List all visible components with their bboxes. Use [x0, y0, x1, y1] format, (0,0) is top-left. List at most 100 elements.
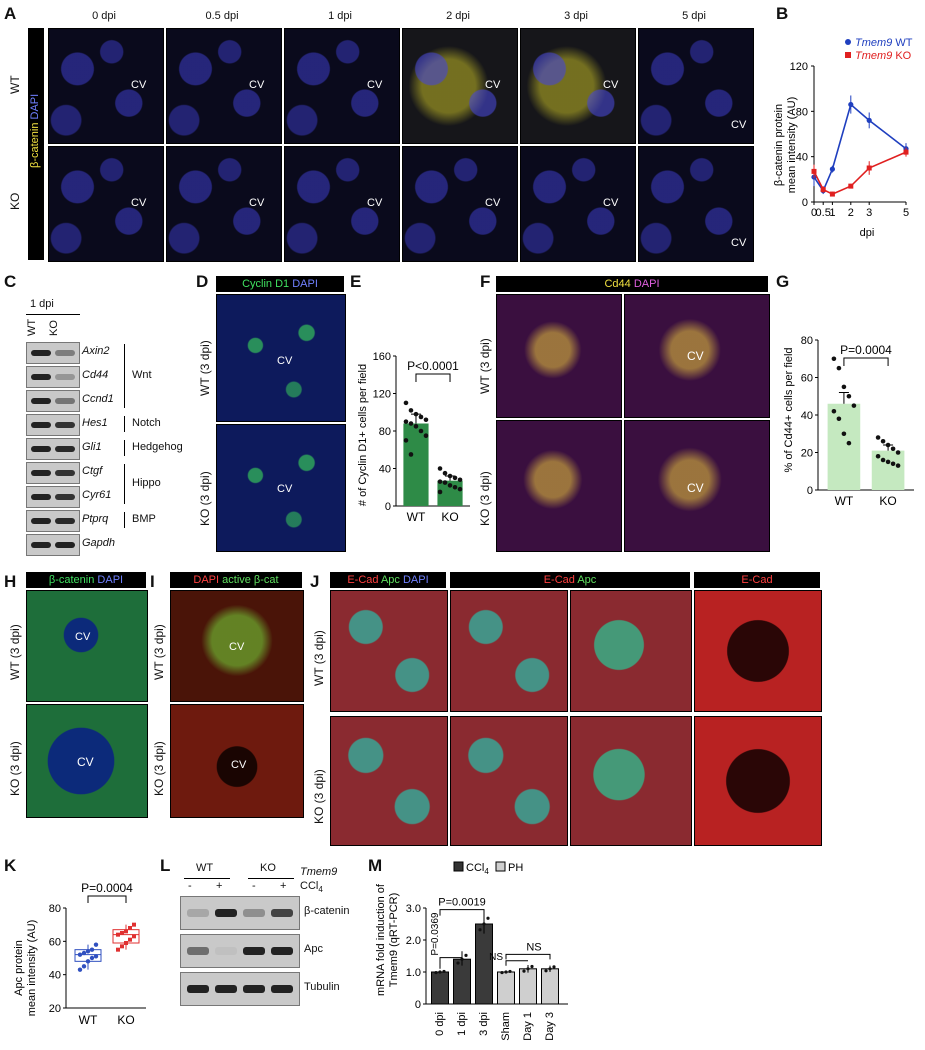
- e-plot-datapoint: [403, 400, 409, 406]
- e-pvalue: P<0.0001: [407, 359, 459, 373]
- panel-label-c: C: [4, 272, 17, 291]
- c-band-wt: [31, 350, 51, 356]
- panel-a-stain-bar: β-catenin DAPI: [28, 28, 44, 260]
- j-header-3: E-Cad: [694, 572, 820, 588]
- m-datapoint: [522, 969, 526, 973]
- j-header-2: E-Cad Apc: [450, 572, 690, 588]
- l-band: [243, 947, 265, 955]
- e-plot-datapoint: [452, 475, 458, 481]
- a-micrograph-wt-3: CV: [402, 28, 518, 144]
- b-xlabel: dpi: [860, 227, 875, 239]
- c-band-ko: [55, 350, 75, 356]
- a-micrograph-wt-5: CV: [638, 28, 754, 144]
- a-micrograph-ko-4: CV: [520, 146, 636, 262]
- l-band: [215, 947, 237, 955]
- h-row-ko: KO (3 dpi): [8, 741, 22, 796]
- f-zoom-ko: CV: [624, 420, 770, 552]
- e-plot-datapoint: [408, 408, 414, 413]
- j-merge-ko: [450, 716, 568, 846]
- l-blot-0: [180, 896, 300, 930]
- c-header: 1 dpi: [30, 298, 54, 310]
- e-plot-datapoint: [403, 419, 409, 424]
- h-row-wt: WT (3 dpi): [8, 624, 22, 680]
- j-ecad-wt: [694, 590, 822, 712]
- j-row-ko: KO (3 dpi): [312, 769, 326, 824]
- c-blot-hes1: [26, 414, 80, 436]
- l-treatment: CCl4: [300, 880, 323, 895]
- tp-5: 5 dpi: [682, 10, 706, 22]
- m-xtick-label: 1 dpi: [456, 1012, 468, 1036]
- c-band-ko: [55, 446, 75, 452]
- k-sig-bracket: [87, 895, 127, 903]
- panel-label-h: H: [4, 572, 17, 591]
- cv-label: CV: [485, 197, 501, 209]
- l-protein-label-1: Apc: [304, 943, 323, 955]
- g-plot-datapoint: [851, 403, 857, 408]
- e-plot-ytick-label: 120: [373, 389, 391, 401]
- m-bar-5: [541, 968, 559, 1005]
- k-datapoint: [93, 942, 99, 947]
- f-overview-ko: [496, 420, 622, 552]
- panel-label-l: L: [160, 856, 171, 875]
- m-bar-3: [497, 971, 515, 1005]
- l-band: [271, 947, 293, 955]
- c-blot-ctgf: [26, 462, 80, 484]
- e-plot-datapoint: [418, 428, 424, 434]
- l-blot-2: [180, 972, 300, 1006]
- cv-label: CV: [603, 197, 619, 209]
- e-plot-datapoint: [408, 421, 414, 426]
- c-gene-cyr61: Cyr61: [82, 489, 112, 501]
- m-ns-bracket-1: [505, 960, 528, 966]
- k-datapoint: [85, 959, 91, 964]
- svg-text:PH: PH: [508, 862, 523, 874]
- c-band-ko: [55, 542, 75, 548]
- b-xtick-label: 5: [903, 207, 909, 219]
- c-band-ko: [55, 422, 75, 428]
- e-ylabel: # of Cyclin D1+ cells per field: [357, 364, 369, 506]
- k-datapoint: [116, 932, 120, 937]
- j-row-wt: WT (3 dpi): [312, 630, 326, 686]
- panel-label-e: E: [350, 272, 362, 291]
- panel-label-j: J: [310, 572, 320, 591]
- c-pathway-wnt: Wnt: [132, 369, 152, 381]
- k-datapoint: [124, 929, 128, 934]
- b-point-ko: [848, 183, 854, 189]
- i-row-wt: WT (3 dpi): [152, 624, 166, 680]
- k-datapoint: [93, 954, 99, 959]
- k-datapoint: [132, 922, 136, 927]
- tp-0: 0 dpi: [92, 10, 116, 22]
- g-plot-ytick-label: 20: [801, 448, 813, 460]
- d-row-wt: WT (3 dpi): [198, 340, 212, 396]
- m-datapoint: [500, 970, 504, 975]
- b-point-ko: [820, 187, 826, 193]
- b-point-ko: [866, 165, 872, 171]
- c-blot-gli1: [26, 438, 80, 460]
- m-xtick-label: Sham: [500, 1012, 512, 1041]
- g-ylabel: % of Cd44+ cells per field: [783, 347, 795, 472]
- b-legend: Tmem9 WT Tmem9 KO: [845, 37, 913, 62]
- stain-dapi: DAPI: [29, 93, 41, 120]
- panel-label-a: A: [4, 4, 17, 23]
- g-plot-datapoint: [841, 431, 847, 437]
- l-gene: Tmem9: [300, 866, 338, 878]
- b-point-ko: [903, 149, 909, 155]
- g-plot-datapoint: [885, 459, 891, 465]
- k-datapoint: [120, 931, 124, 935]
- h-micrograph-wt: CV: [26, 590, 148, 702]
- cv-label: CV: [731, 237, 747, 249]
- panel-g-chart: % of Cd44+ cells per field 0 20 40 60 80 WT KO…: [783, 335, 914, 508]
- m-datapoint: [486, 916, 490, 920]
- b-xtick-label: 3: [866, 207, 872, 219]
- panel-label-g: G: [776, 272, 790, 291]
- m-datapoint: [456, 961, 460, 965]
- k-datapoint: [89, 947, 95, 952]
- g-plot-datapoint: [841, 384, 847, 390]
- e-plot-datapoint: [413, 411, 419, 417]
- tp-1: 1 dpi: [328, 10, 352, 22]
- i-row-ko: KO (3 dpi): [152, 741, 166, 796]
- l-sign-2: +: [216, 880, 223, 892]
- k-pvalue: P=0.0004: [81, 881, 133, 895]
- b-ytick-label: 80: [796, 106, 808, 118]
- c-lane-ko: KO: [48, 320, 60, 336]
- a-micrograph-ko-2: CV: [284, 146, 400, 262]
